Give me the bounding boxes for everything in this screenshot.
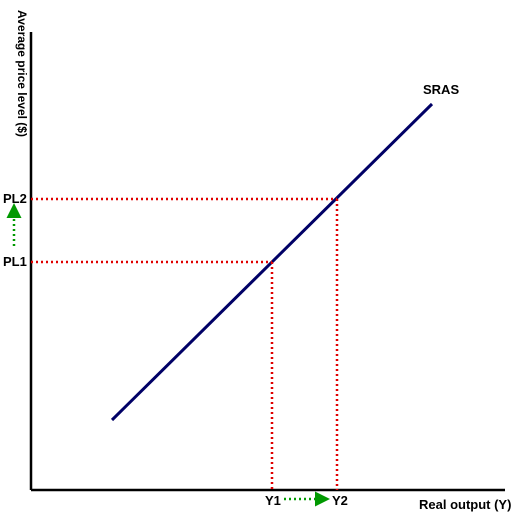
y-axis-label: Average price level ($) <box>15 10 29 137</box>
pl1-label: PL1 <box>3 254 27 269</box>
sras-label: SRAS <box>423 82 459 97</box>
x-axis-label: Real output (Y) <box>419 497 511 512</box>
y2-label: Y2 <box>332 493 348 508</box>
pl2-label: PL2 <box>3 191 27 206</box>
y1-label: Y1 <box>265 493 281 508</box>
